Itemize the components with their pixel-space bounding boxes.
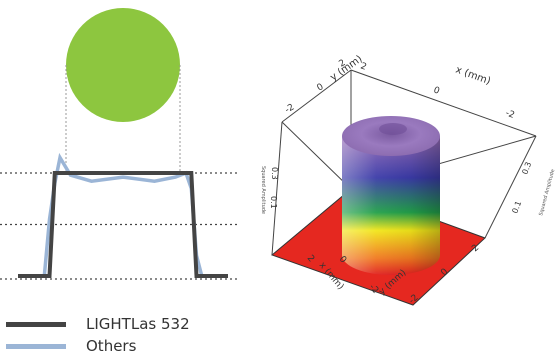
z-axis-label-right: Squared Amplitude bbox=[538, 169, 556, 217]
series-line-others bbox=[18, 152, 228, 278]
tick-x-top-2: 2 bbox=[359, 61, 368, 72]
tick-y-top-2: 2 bbox=[338, 58, 348, 70]
tick-z-right-01: 0.1 bbox=[510, 200, 523, 215]
tick-labels: -2 0 2 2 0 -2 0.3 0.1 0.3 0.1 2 0 -2 2 0… bbox=[269, 58, 533, 306]
legend: LIGHTLas 532 Others bbox=[6, 314, 226, 358]
tick-x-top-0: 0 bbox=[432, 85, 441, 96]
profile-plot bbox=[0, 8, 240, 280]
legend-label-others: Others bbox=[86, 337, 137, 355]
series-line-lightlas bbox=[18, 171, 228, 278]
amplitude-cylinder bbox=[342, 116, 440, 275]
tick-z-left-01: 0.1 bbox=[269, 196, 278, 209]
tick-y-top-0: 0 bbox=[316, 82, 326, 94]
legend-swatch-others bbox=[6, 344, 66, 349]
legend-swatch-lightlas bbox=[6, 322, 66, 327]
tick-x-bottom-2: 2 bbox=[305, 254, 316, 265]
beam-spot-circle bbox=[66, 8, 180, 122]
tick-y-bottom-0: 0 bbox=[439, 267, 450, 278]
legend-item-others: Others bbox=[6, 336, 226, 358]
legend-item-lightlas: LIGHTLas 532 bbox=[6, 314, 226, 336]
tick-x-bottom-0: 0 bbox=[337, 255, 349, 266]
z-axis-label-left: Squared Amplitude bbox=[260, 166, 266, 214]
tick-y-top-neg2: -2 bbox=[284, 102, 297, 115]
surface-3d-plot: y (mm) x (mm) x (mm) y (mm) Squared Ampl… bbox=[260, 54, 556, 307]
x-axis-label-top: x (mm) bbox=[454, 64, 492, 87]
tick-z-left-03: 0.3 bbox=[270, 167, 279, 180]
legend-label-lightlas: LIGHTLas 532 bbox=[86, 315, 190, 333]
tick-x-top-neg2: -2 bbox=[504, 108, 516, 120]
grid-lines bbox=[0, 172, 240, 280]
tick-y-bottom-2: 2 bbox=[470, 243, 481, 254]
profile-series bbox=[18, 152, 228, 278]
tick-z-right-03: 0.3 bbox=[520, 161, 533, 176]
